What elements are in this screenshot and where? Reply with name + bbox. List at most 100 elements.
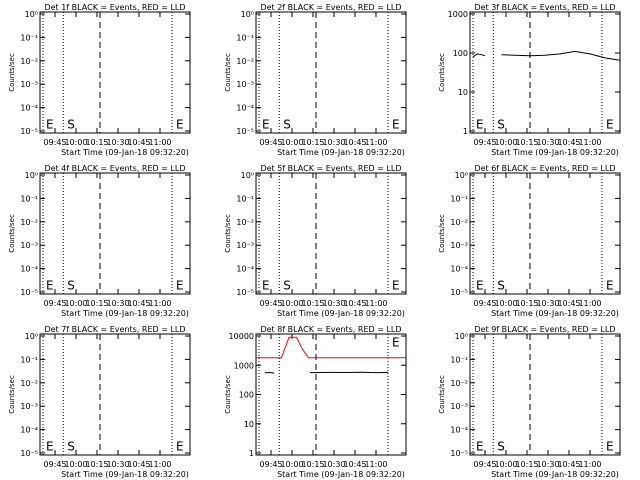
y-tick-label: 10⁰ bbox=[25, 171, 38, 180]
x-tick-label: 09:45 bbox=[259, 138, 282, 147]
x-tick-label: 11:00 bbox=[364, 460, 387, 469]
marker-label: E bbox=[606, 278, 614, 292]
marker-label: S bbox=[67, 439, 75, 453]
plot-frame bbox=[255, 172, 407, 295]
marker-label: E bbox=[176, 278, 184, 292]
marker-label: S bbox=[283, 278, 291, 292]
y-tick-label: 1000 bbox=[448, 10, 468, 19]
marker-label: E bbox=[476, 117, 484, 131]
panel-title: Det 9f BLACK = Events, RED = LLD bbox=[474, 325, 615, 334]
y-tick-label: 10⁻² bbox=[236, 57, 254, 66]
x-tick-label: 10:15 bbox=[301, 299, 324, 308]
plot-frame bbox=[255, 333, 407, 456]
marker-label: E bbox=[176, 439, 184, 453]
x-tick-label: 10:15 bbox=[85, 299, 108, 308]
marker-label: E bbox=[392, 117, 400, 131]
x-tick-label: 09:45 bbox=[43, 138, 66, 147]
panel-title: Det 6f BLACK = Events, RED = LLD bbox=[474, 164, 615, 173]
x-tick-label: 10:45 bbox=[343, 138, 366, 147]
marker-label: E bbox=[262, 117, 270, 131]
y-tick-label: 10⁻² bbox=[20, 218, 38, 227]
x-tick-label: 10:00 bbox=[64, 299, 87, 308]
y-tick-label: 10⁻⁵ bbox=[236, 288, 254, 297]
marker-label: S bbox=[67, 278, 75, 292]
y-tick-label: 10⁻⁴ bbox=[450, 265, 468, 274]
y-tick-label: 10⁻³ bbox=[236, 80, 254, 89]
x-axis-label: Start Time (09-Jan-18 09:32:20) bbox=[61, 470, 189, 479]
y-tick-label: 10⁻⁴ bbox=[20, 104, 38, 113]
y-tick-label: 10⁰ bbox=[455, 171, 468, 180]
detector-panel-3: Det 3f BLACK = Events, RED = LLD 1000 100 1… bbox=[438, 3, 621, 157]
marker-label: E bbox=[46, 278, 54, 292]
marker-label: S bbox=[283, 117, 291, 131]
y-tick-label: 1000 bbox=[234, 361, 254, 370]
y-tick-label: 10⁻⁴ bbox=[236, 265, 254, 274]
x-tick-label: 11:00 bbox=[578, 138, 601, 147]
y-tick-label: 10⁻³ bbox=[450, 241, 468, 250]
series-line bbox=[472, 53, 486, 58]
x-tick-label: 11:00 bbox=[148, 460, 171, 469]
x-tick-label: 11:00 bbox=[364, 299, 387, 308]
y-tick-label: 10⁻¹ bbox=[450, 194, 468, 203]
y-tick-label: 10 bbox=[458, 88, 468, 97]
x-tick-label: 09:45 bbox=[43, 299, 66, 308]
y-tick-label: 10⁻¹ bbox=[450, 355, 468, 364]
detector-panel-5: Det 5f BLACK = Events, RED = LLD 10⁰ 10⁻¹ 1… bbox=[224, 164, 407, 318]
y-tick-label: 10⁻⁵ bbox=[236, 127, 254, 136]
marker-label: E bbox=[476, 278, 484, 292]
y-axis-label: Counts/sec bbox=[8, 53, 16, 92]
y-axis-label: Counts/sec bbox=[8, 375, 16, 414]
y-tick-label: 10⁻⁵ bbox=[450, 288, 468, 297]
x-tick-label: 10:00 bbox=[494, 460, 517, 469]
x-tick-label: 11:00 bbox=[578, 460, 601, 469]
x-tick-label: 10:00 bbox=[494, 138, 517, 147]
y-tick-label: 10⁻² bbox=[450, 218, 468, 227]
x-axis-label: Start Time (09-Jan-18 09:32:20) bbox=[277, 148, 405, 157]
x-axis-label: Start Time (09-Jan-18 09:32:20) bbox=[491, 309, 619, 318]
marker-label: S bbox=[67, 117, 75, 131]
x-tick-label: 11:00 bbox=[578, 299, 601, 308]
detector-panel-6: Det 6f BLACK = Events, RED = LLD 10⁰ 10⁻¹ 1… bbox=[438, 164, 621, 318]
x-tick-label: 09:45 bbox=[259, 460, 282, 469]
y-axis-label: Counts/sec bbox=[438, 214, 446, 253]
panel-title: Det 2f BLACK = Events, RED = LLD bbox=[260, 3, 401, 12]
x-tick-label: 10:45 bbox=[557, 460, 580, 469]
y-tick-label: 10⁻³ bbox=[450, 402, 468, 411]
series-line bbox=[256, 336, 406, 359]
plot-frame bbox=[39, 172, 191, 295]
x-tick-label: 11:00 bbox=[148, 138, 171, 147]
y-tick-label: 10⁻² bbox=[450, 379, 468, 388]
y-tick-label: 10⁻³ bbox=[20, 402, 38, 411]
x-tick-label: 10:15 bbox=[515, 299, 538, 308]
plot-frame bbox=[469, 172, 621, 295]
x-tick-label: 10:30 bbox=[322, 138, 345, 147]
x-tick-label: 10:15 bbox=[85, 138, 108, 147]
x-tick-label: 10:30 bbox=[322, 460, 345, 469]
x-tick-label: 10:15 bbox=[301, 460, 324, 469]
y-tick-label: 10⁻³ bbox=[236, 241, 254, 250]
x-tick-label: 11:00 bbox=[148, 299, 171, 308]
x-axis-label: Start Time (09-Jan-18 09:32:20) bbox=[61, 148, 189, 157]
y-tick-label: 10000 bbox=[229, 332, 254, 341]
x-axis-label: Start Time (09-Jan-18 09:32:20) bbox=[491, 470, 619, 479]
y-tick-label: 100 bbox=[453, 49, 468, 58]
marker-label: S bbox=[497, 439, 505, 453]
marker-label: E bbox=[606, 439, 614, 453]
x-tick-label: 10:45 bbox=[557, 138, 580, 147]
x-tick-label: 09:45 bbox=[473, 460, 496, 469]
plot-frame bbox=[255, 11, 407, 134]
plot-frame bbox=[469, 11, 621, 134]
y-axis-label: Counts/sec bbox=[224, 375, 232, 414]
panel-title: Det 7f BLACK = Events, RED = LLD bbox=[44, 325, 185, 334]
x-axis-label: Start Time (09-Jan-18 09:32:20) bbox=[277, 470, 405, 479]
x-tick-label: 10:45 bbox=[127, 460, 150, 469]
x-axis-label: Start Time (09-Jan-18 09:32:20) bbox=[491, 148, 619, 157]
marker-label: E bbox=[392, 278, 400, 292]
x-tick-label: 09:45 bbox=[43, 460, 66, 469]
series-line bbox=[501, 50, 621, 61]
x-tick-label: 10:30 bbox=[536, 138, 559, 147]
x-axis-label: Start Time (09-Jan-18 09:32:20) bbox=[61, 309, 189, 318]
y-axis-label: Counts/sec bbox=[438, 375, 446, 414]
marker-label: E bbox=[606, 117, 614, 131]
